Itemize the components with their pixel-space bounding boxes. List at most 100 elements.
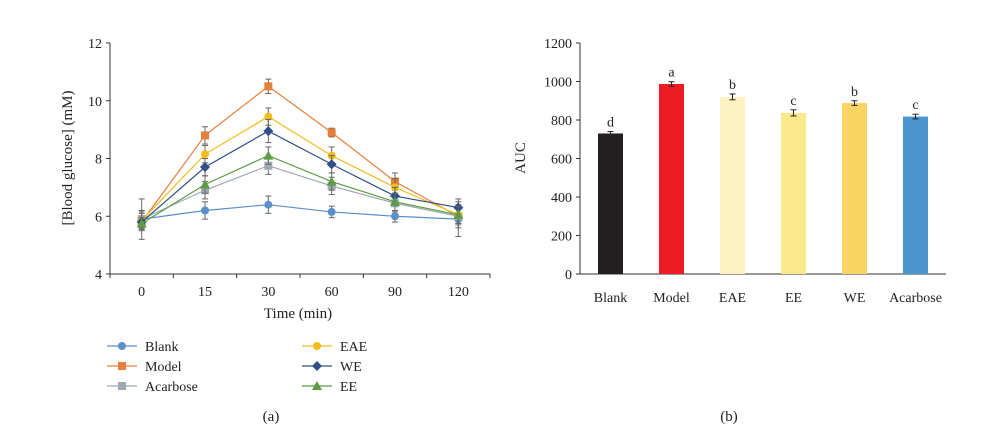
legend-item-model: Model — [107, 360, 182, 375]
series-ee-point — [263, 150, 274, 160]
panel-b-y-tick-label: 400 — [551, 191, 572, 206]
series-blank-line — [141, 204, 459, 220]
panel-a-x-tick-label: 60 — [325, 285, 339, 300]
significance-letter: b — [851, 85, 858, 100]
legend-label: WE — [340, 360, 362, 375]
legend-label: Acarbose — [145, 380, 198, 395]
category-label: Blank — [594, 291, 627, 306]
significance-letter: c — [912, 98, 918, 113]
panel-a-x-tick-label: 30 — [261, 285, 275, 300]
bar-group-we: b WE — [842, 85, 867, 306]
series-blank-point — [201, 206, 209, 215]
series-we-point — [200, 162, 210, 173]
panel-a-line-chart: [Blood glucose] (mM) Time (min) 46810120… — [60, 37, 491, 425]
series-ee-line — [141, 154, 459, 224]
series-eae-point — [201, 150, 209, 159]
category-label: Model — [653, 291, 690, 306]
panel-a-y-tick-label: 8 — [95, 153, 102, 168]
category-label: Acarbose — [889, 291, 942, 306]
legend-marker — [118, 382, 126, 390]
series-model-point — [264, 82, 273, 91]
panel-b-bars: d Blank a Model b EAE c EE b WE c Acarbose — [594, 66, 942, 306]
series-ee-point — [453, 209, 464, 219]
series-ee-point — [390, 196, 400, 206]
significance-letter: c — [790, 94, 796, 109]
series-model-point — [327, 128, 336, 137]
panel-b-y-tick-label: 800 — [551, 114, 572, 129]
legend-label: EE — [340, 380, 357, 395]
legend-label: Blank — [145, 340, 178, 355]
panel-a-y-tick-label: 12 — [88, 37, 102, 52]
series-we-point — [263, 126, 274, 137]
panel-b-label: (b) — [720, 409, 738, 425]
series-ee-point — [326, 176, 337, 186]
series-we-point — [326, 159, 337, 170]
bar-group-blank: d Blank — [594, 116, 627, 306]
bar-we — [842, 103, 867, 274]
series-acarbose-line — [141, 165, 459, 220]
panel-a-y-tick-label: 10 — [88, 95, 102, 110]
legend-item-ee: EE — [302, 380, 357, 395]
panel-b-axes: 0 200 400 600 800 1000 1200 — [544, 37, 946, 283]
legend-label: EAE — [340, 340, 367, 355]
series-model-point — [201, 131, 209, 140]
series-acarbose-point — [264, 161, 273, 170]
series-eae-point — [264, 112, 273, 121]
bar-blank — [598, 133, 623, 274]
panel-b-y-tick-label: 0 — [565, 268, 572, 283]
panel-a-x-axis-label: Time (min) — [264, 306, 332, 322]
panel-b-y-tick-label: 200 — [551, 230, 572, 245]
series-ee — [136, 146, 464, 230]
panel-a-y-axis-label: [Blood glucose] (mM) — [60, 91, 76, 226]
series-blank-point — [327, 207, 336, 216]
significance-letter: a — [668, 66, 675, 81]
series-ee-point — [200, 179, 210, 189]
panel-a-x-tick-label: 120 — [448, 285, 469, 300]
legend-marker — [313, 342, 321, 350]
category-label: EAE — [719, 291, 746, 306]
series-we-line — [141, 130, 459, 223]
panel-a-label: (a) — [263, 409, 280, 425]
panel-a-x-tick-label: 15 — [198, 285, 212, 300]
significance-letter: b — [729, 78, 736, 93]
series-model-line — [141, 85, 459, 223]
category-label: EE — [785, 291, 802, 306]
legend-item-we: WE — [302, 360, 362, 375]
panel-a-series — [136, 78, 464, 240]
legend-label: Model — [145, 360, 182, 375]
bar-ee — [781, 112, 806, 274]
bar-eae — [720, 96, 745, 275]
legend-marker — [118, 362, 126, 370]
legend-item-acarbose: Acarbose — [107, 380, 198, 395]
bar-group-ee: c EE — [781, 94, 806, 306]
bar-acarbose — [903, 116, 928, 274]
panel-a-x-tick-label: 0 — [138, 285, 145, 300]
legend-marker — [312, 381, 322, 390]
series-blank — [137, 195, 463, 240]
series-blank-point — [264, 200, 273, 209]
panel-b-y-tick-label: 1200 — [544, 37, 572, 52]
panel-a-legend: Blank Model Acarbose EAE WE EE — [107, 340, 367, 395]
series-blank-point — [391, 212, 399, 221]
panel-a-y-tick-label: 4 — [95, 268, 102, 283]
panel-a-y-tick-label: 6 — [95, 210, 102, 225]
panel-b-y-tick-label: 1000 — [544, 76, 572, 91]
bar-group-model: a Model — [653, 66, 690, 306]
bar-group-eae: b EAE — [719, 78, 746, 306]
bar-model — [659, 84, 684, 274]
legend-item-blank: Blank — [107, 340, 178, 355]
series-ee-point — [136, 218, 147, 228]
bar-group-acarbose: c Acarbose — [889, 98, 942, 306]
panel-b-bar-chart: AUC 0 200 400 600 800 1000 1200 d Blank a Model b E… — [513, 37, 946, 425]
panel-b-y-tick-label: 600 — [551, 153, 572, 168]
panel-a-x-tick-label: 90 — [388, 285, 402, 300]
legend-marker — [118, 342, 126, 350]
legend-item-eae: EAE — [302, 340, 367, 355]
legend-marker — [312, 361, 322, 371]
panel-b-y-axis-label: AUC — [513, 142, 529, 174]
category-label: WE — [844, 291, 866, 306]
significance-letter: d — [607, 116, 614, 131]
series-eae-line — [141, 115, 459, 221]
